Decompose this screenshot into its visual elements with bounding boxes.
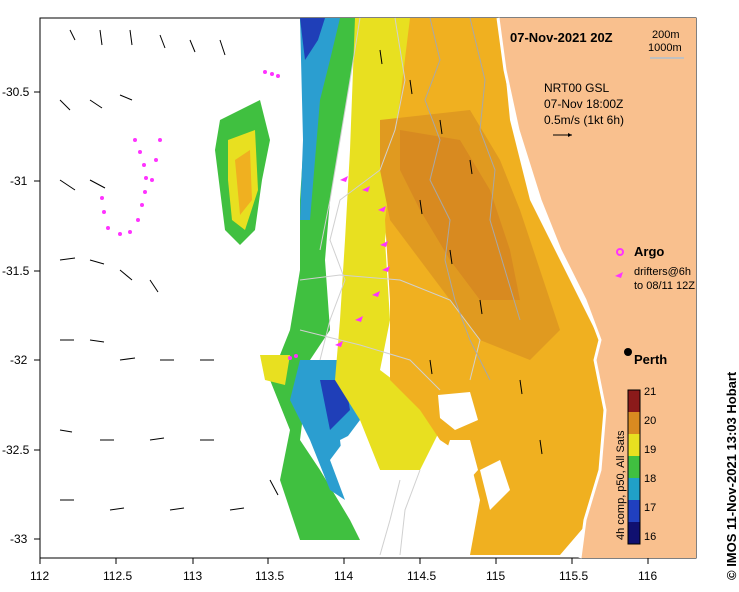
current-vectors	[59, 29, 543, 511]
current-source: NRT00 GSL	[544, 81, 609, 95]
lon-tick: 114.5	[407, 569, 436, 583]
current-scale: 0.5m/s (1kt 6h)	[544, 113, 624, 127]
colorbar-tick: 17	[644, 502, 656, 514]
lat-tick: -30.5	[2, 85, 30, 99]
drifters-legend-1: drifters@6h	[634, 266, 691, 278]
colorbar-tick: 21	[644, 386, 656, 398]
lat-tick: -31.5	[2, 264, 30, 278]
drifter-symbol	[615, 272, 623, 278]
drifter-tracks	[100, 70, 390, 360]
perth-marker	[624, 348, 632, 356]
lat-tick: -32	[10, 353, 28, 367]
colorbar-tick: 20	[644, 415, 656, 427]
lat-tick: -33	[10, 532, 28, 546]
lon-tick: 115	[486, 569, 505, 583]
colorbar-tick: 19	[644, 444, 656, 456]
lon-tick: 114	[334, 569, 353, 583]
lon-tick: 112.5	[103, 569, 132, 583]
credit-label: © IMOS 11-Nov-2021 13:03 Hobart	[724, 371, 739, 580]
argo-legend: Argo	[634, 244, 664, 259]
lat-tick: -31	[10, 174, 28, 188]
isobath-1000-label: 1000m	[648, 42, 682, 54]
city-label: Perth	[634, 352, 667, 367]
sst-field	[215, 18, 610, 555]
lon-tick: 112	[30, 569, 49, 583]
colorbar-tick: 18	[644, 473, 656, 485]
lon-tick: 116	[638, 569, 657, 583]
colorbar	[627, 389, 641, 545]
lon-tick: 115.5	[559, 569, 588, 583]
current-time: 07-Nov 18:00Z	[544, 97, 623, 111]
lon-tick: 113	[183, 569, 202, 583]
colorbar-tick: 16	[644, 531, 656, 543]
argo-symbol	[616, 248, 624, 256]
isobath-200-label: 200m	[652, 29, 680, 41]
lat-tick: -32.5	[2, 443, 30, 457]
lon-tick: 113.5	[255, 569, 284, 583]
land-mass	[498, 18, 696, 558]
drifters-legend-2: to 08/11 12Z	[634, 280, 695, 292]
colorbar-label: 4h comp, p50, All Sats	[615, 430, 627, 540]
date-title: 07-Nov-2021 20Z	[510, 30, 613, 45]
